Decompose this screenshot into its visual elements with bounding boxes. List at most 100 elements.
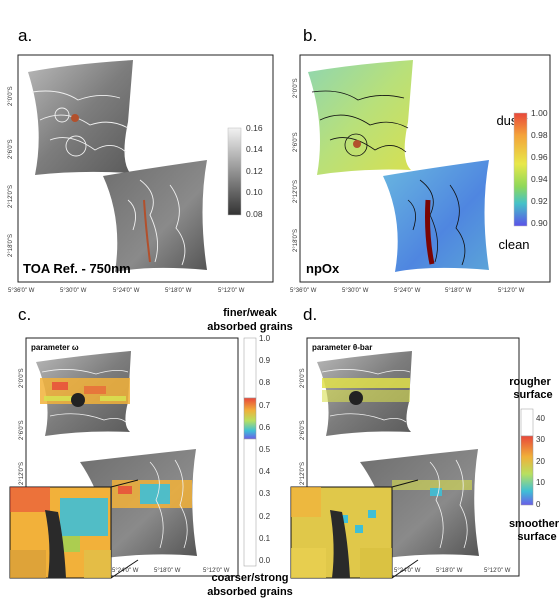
colorbar-tick: 30 [536, 435, 545, 444]
panel-d-colorbar-bottom-label-1: smoother [509, 518, 559, 530]
colorbar-tick: 0.12 [246, 166, 263, 176]
colorbar-tick: 0.08 [246, 209, 263, 219]
panel-b-tile-bottom [383, 160, 489, 272]
panel-d-colorbar [520, 435, 534, 506]
lat-tick: 2°12'0"S [8, 185, 14, 208]
panel-a: a. TOA Ref. - 750nm 0.16 0.14 0.12 0.10 … [8, 26, 274, 294]
colorbar-tick: 0.92 [531, 196, 548, 206]
lat-tick: 2°6'0"S [300, 420, 306, 440]
lon-tick: 5°30'0" W [342, 288, 369, 294]
colorbar-tick: 20 [536, 457, 545, 466]
panel-c-colorbar-white-top [243, 337, 257, 399]
panel-d-zoom-line-top [391, 479, 419, 488]
panel-d-colorbar-top-label-2: surface [513, 389, 552, 401]
lat-tick: 2°6'0"S [19, 420, 25, 440]
colorbar-tick: 0 [536, 500, 541, 509]
lon-tick: 5°24'0" W [113, 288, 140, 294]
colorbar-tick: 0.2 [259, 512, 271, 521]
lat-tick: 2°0'0"S [8, 86, 14, 106]
panel-d-colorbar-ticks: 40 30 20 10 0 [536, 414, 545, 509]
lon-tick: 5°18'0" W [436, 568, 463, 574]
lat-tick: 2°6'0"S [293, 132, 299, 152]
lat-tick: 2°0'0"S [300, 368, 306, 388]
panel-c-colorbar-top-label-1: finer/weak [223, 307, 278, 319]
colorbar-tick: 0.1 [259, 534, 271, 543]
panel-a-crater-marker [71, 114, 79, 122]
lon-tick: 5°24'0" W [112, 568, 139, 574]
panel-d-letter: d. [303, 305, 317, 324]
panel-c-contours [41, 369, 188, 549]
panel-a-colorbar [227, 127, 242, 216]
lon-tick: 5°18'0" W [165, 288, 192, 294]
panel-b-crater-marker [353, 140, 361, 148]
colorbar-tick: 0.3 [259, 489, 271, 498]
colorbar-tick: 0.14 [246, 144, 263, 154]
lat-tick: 2°18'0"S [8, 234, 14, 257]
panel-d-lat-ticks: 2°0'0"S 2°6'0"S 2°12'0"S [300, 368, 306, 485]
colorbar-tick: 0.5 [259, 445, 271, 454]
colorbar-tick: 0.90 [531, 218, 548, 228]
lon-tick: 5°36'0" W [8, 288, 35, 294]
panel-a-colorbar-ticks: 0.16 0.14 0.12 0.10 0.08 [246, 123, 263, 219]
panel-c-lat-ticks: 2°0'0"S 2°6'0"S 2°12'0"S [19, 368, 25, 485]
panel-c-zoom-content [10, 487, 111, 578]
colorbar-tick: 0.7 [259, 401, 271, 410]
lat-tick: 2°6'0"S [8, 139, 14, 159]
colorbar-tick: 1.00 [531, 108, 548, 118]
panel-c-zoom-line-top [110, 479, 139, 488]
lon-tick: 5°24'0" W [394, 288, 421, 294]
colorbar-tick: 0.10 [246, 187, 263, 197]
panel-d-contours [321, 369, 468, 549]
colorbar-tick: 0.98 [531, 130, 548, 140]
colorbar-tick: 10 [536, 478, 545, 487]
lat-tick: 2°0'0"S [19, 368, 25, 388]
lon-tick: 5°18'0" W [445, 288, 472, 294]
panel-d-zoom-content [291, 487, 392, 578]
panel-c: c. parameter ω [9, 305, 293, 598]
panel-c-colorbar-bottom-label-2: absorbed grains [207, 586, 293, 598]
panel-c-colorbar-white-bottom [243, 438, 257, 567]
panel-c-bottom-overlay [112, 480, 192, 508]
lon-tick: 5°12'0" W [484, 568, 511, 574]
panel-c-colorbar-ticks: 1.0 0.9 0.8 0.7 0.6 0.5 0.4 0.3 0.2 0.1 … [259, 334, 271, 565]
panel-c-letter: c. [18, 305, 31, 324]
colorbar-tick: 0.6 [259, 423, 271, 432]
lat-tick: 2°12'0"S [300, 462, 306, 485]
panel-a-lon-ticks: 5°36'0" W 5°30'0" W 5°24'0" W 5°18'0" W … [8, 288, 245, 294]
colorbar-tick: 40 [536, 414, 545, 423]
lon-tick: 5°12'0" W [498, 288, 525, 294]
panel-a-tile-top [28, 60, 133, 175]
panel-d-colorbar-white-top [520, 408, 534, 437]
panel-d-colorbar-top-label-1: rougher [509, 376, 551, 388]
panel-c-param-label: parameter ω [31, 343, 79, 352]
lon-tick: 5°24'0" W [394, 568, 421, 574]
lat-tick: 2°0'0"S [293, 78, 299, 98]
panel-d-colorbar-bottom-label-2: surface [517, 531, 556, 543]
colorbar-tick: 0.9 [259, 356, 271, 365]
lat-tick: 2°18'0"S [293, 229, 299, 252]
colorbar-tick: 0.94 [531, 174, 548, 184]
panel-a-tile-bottom [103, 160, 207, 272]
panel-a-lat-ticks: 2°0'0"S 2°6'0"S 2°12'0"S 2°18'0"S [8, 86, 14, 257]
panel-b-caption: npOx [306, 261, 340, 276]
panel-c-colorbar-bottom-label-1: coarser/strong [211, 572, 288, 584]
panel-c-top-overlay [40, 378, 130, 407]
colorbar-tick: 0.16 [246, 123, 263, 133]
panel-a-letter: a. [18, 26, 32, 45]
panel-d-param-label: parameter θ-bar [312, 343, 372, 352]
panel-d-lon-ticks: 5°24'0" W 5°18'0" W 5°12'0" W [394, 568, 511, 574]
panel-a-caption: TOA Ref. - 750nm [23, 261, 131, 276]
colorbar-tick: 0.0 [259, 556, 271, 565]
panel-c-colorbar-top-label-2: absorbed grains [207, 321, 293, 333]
panel-d-bottom-overlay [392, 480, 472, 496]
panel-b-lon-ticks: 5°36'0" W 5°30'0" W 5°24'0" W 5°18'0" W … [290, 288, 525, 294]
colorbar-tick: 0.96 [531, 152, 548, 162]
lon-tick: 5°18'0" W [154, 568, 181, 574]
lon-tick: 5°36'0" W [290, 288, 317, 294]
panel-b-lat-ticks: 2°0'0"S 2°6'0"S 2°12'0"S 2°18'0"S [293, 78, 299, 252]
lon-tick: 5°12'0" W [218, 288, 245, 294]
panel-b-tile-top [308, 60, 413, 175]
panel-d: d. parameter θ-bar [290, 305, 559, 579]
colorbar-tick: 0.4 [259, 467, 271, 476]
